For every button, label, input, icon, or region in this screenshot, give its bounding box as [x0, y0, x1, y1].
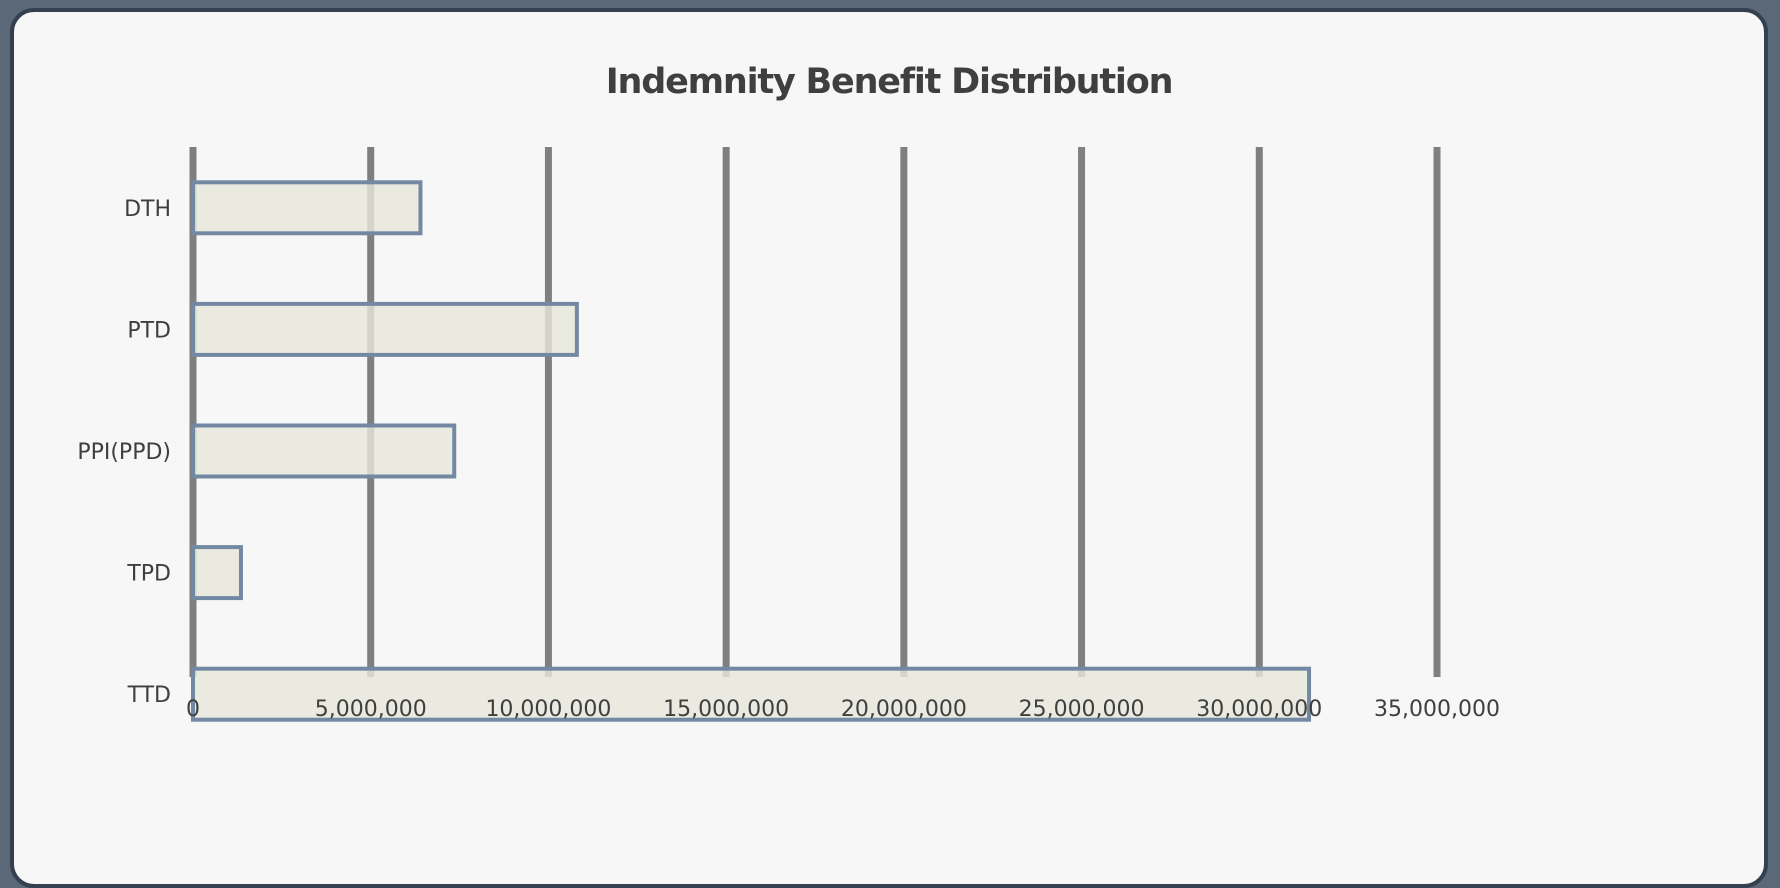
chart-frame: Indemnity Benefit Distribution DTH PTD PPI… [10, 8, 1768, 888]
category-label: TTD [127, 683, 171, 708]
x-tick-label: 5,000,000 [315, 697, 427, 722]
category-label: TPD [126, 562, 171, 587]
category-labels: DTH PTD PPI(PPD) TPD TTD [77, 197, 171, 708]
x-tick-label: 20,000,000 [841, 697, 967, 722]
x-tick-label: 25,000,000 [1019, 697, 1145, 722]
category-label: DTH [124, 197, 171, 222]
gridlines [189, 147, 1441, 677]
x-tick-label: 10,000,000 [485, 697, 611, 722]
x-tick-label: 30,000,000 [1196, 697, 1322, 722]
category-label: PPI(PPD) [77, 440, 171, 465]
bar-dth [191, 180, 423, 236]
bar-ppi-ppd [191, 423, 457, 479]
bar-ttd [191, 666, 1312, 722]
bars [191, 180, 1312, 722]
x-tick-label: 15,000,000 [663, 697, 789, 722]
bar-chart: DTH PTD PPI(PPD) TPD TTD 0 5,000,000 10,000,00… [77, 147, 1500, 722]
x-tick-label: 0 [186, 697, 200, 722]
chart-title: Indemnity Benefit Distribution [605, 62, 1174, 102]
x-tick-label: 35,000,000 [1374, 697, 1500, 722]
x-axis-tick-labels: 0 5,000,000 10,000,000 15,000,000 20,000,000… [186, 697, 1500, 722]
category-label: PTD [127, 318, 171, 343]
bar-ptd [191, 301, 579, 357]
bar-tpd [191, 545, 243, 601]
